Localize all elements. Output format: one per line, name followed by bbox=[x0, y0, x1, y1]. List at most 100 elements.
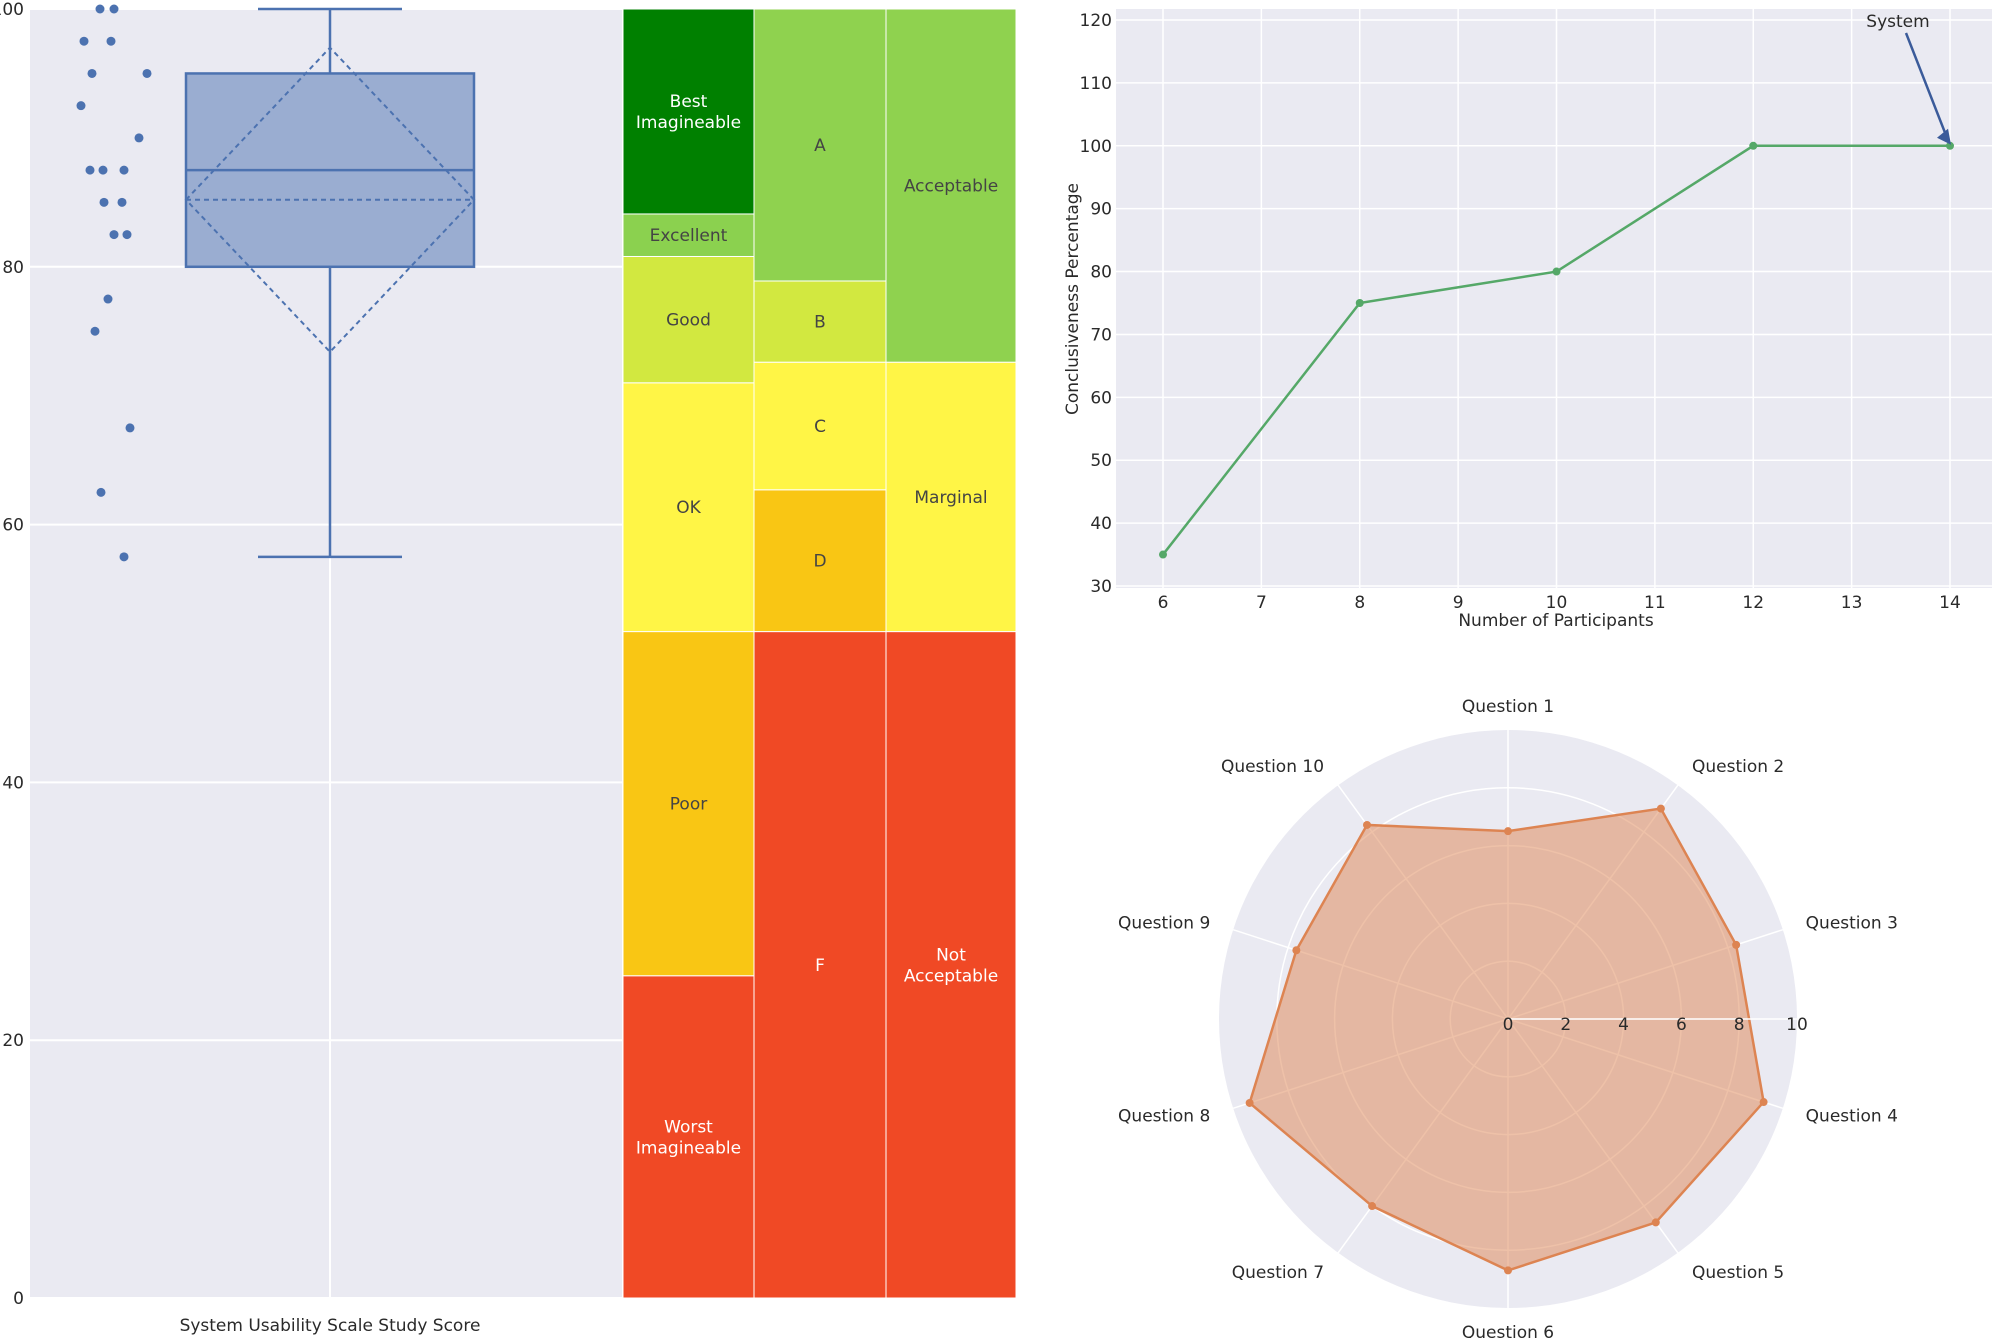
line-chart-y-tick-label: 80 bbox=[1090, 263, 1112, 283]
scale-band-label: OK bbox=[676, 498, 701, 518]
radar-tick-label: 8 bbox=[1734, 1015, 1745, 1035]
line-chart-x-tick-label: 8 bbox=[1354, 593, 1365, 613]
scale-band-label-line: Not bbox=[936, 945, 966, 965]
scale-band bbox=[885, 8, 1017, 363]
scale-band-label: C bbox=[814, 417, 826, 437]
radar-tick-label: 10 bbox=[1786, 1015, 1808, 1035]
box-plot-point bbox=[106, 36, 116, 46]
line-chart-y-tick-label: 100 bbox=[1080, 137, 1112, 157]
line-chart-annotation-arrow bbox=[1904, 32, 1949, 139]
scale-band-label: Acceptable bbox=[904, 177, 998, 197]
scale-band-label-line: D bbox=[813, 552, 826, 572]
scale-band-label: Marginal bbox=[914, 488, 987, 508]
scale-band-label-line: C bbox=[814, 417, 826, 437]
line-chart-x-tick-label: 10 bbox=[1546, 593, 1568, 613]
box-plot-y-tick-label: 0 bbox=[13, 1289, 24, 1309]
radar-point bbox=[1504, 827, 1512, 836]
radar-category-label: Question 8 bbox=[1118, 1107, 1210, 1127]
box-plot-y-tick-label: 80 bbox=[2, 258, 24, 278]
box-plot-point bbox=[119, 165, 129, 175]
line-chart-point bbox=[1749, 141, 1758, 150]
line-chart-point bbox=[1355, 299, 1364, 307]
box-plot-point bbox=[134, 133, 144, 143]
scale-band-label-line: Poor bbox=[670, 795, 707, 815]
line-chart-point bbox=[1552, 267, 1561, 276]
radar-point bbox=[1368, 1202, 1377, 1211]
box-plot-x-label: System Usability Scale Study Score bbox=[180, 1316, 481, 1336]
radar-point bbox=[1651, 1218, 1660, 1227]
line-chart-annotation-text: System bbox=[1866, 12, 1929, 32]
radar-point bbox=[1732, 940, 1741, 949]
scale-band-label-line: Imagineable bbox=[636, 113, 741, 133]
line-chart-background bbox=[1116, 9, 1992, 588]
scale-band-label: D bbox=[813, 552, 826, 572]
radar-tick-label: 6 bbox=[1676, 1015, 1687, 1035]
box-plot-point bbox=[103, 294, 113, 304]
scale-band bbox=[753, 631, 887, 1299]
line-chart-x-tick-label: 12 bbox=[1742, 593, 1764, 613]
box-plot-points bbox=[76, 4, 152, 562]
box-plot-y-tick-label: 20 bbox=[2, 1031, 24, 1051]
line-chart-gridlines bbox=[1116, 9, 1992, 588]
line-chart-y-tick-label: 70 bbox=[1090, 325, 1112, 345]
box-plot-point bbox=[87, 68, 97, 78]
scale-column-grade: F D C B A bbox=[753, 8, 887, 1299]
scale-band-label-line: Marginal bbox=[914, 488, 987, 508]
box-plot-point bbox=[142, 68, 152, 78]
radar-point bbox=[1292, 946, 1301, 955]
scale-band-label-line: Acceptable bbox=[904, 966, 998, 986]
line-chart-point bbox=[1159, 550, 1167, 559]
box-plot-point bbox=[76, 101, 86, 111]
box-plot-y-tick-label: 100 bbox=[0, 0, 24, 20]
box-plot-point bbox=[109, 230, 119, 240]
scale-band-label-line: Imagineable bbox=[636, 1138, 741, 1158]
line-chart-y-tick-label: 90 bbox=[1090, 200, 1112, 220]
scale-band bbox=[622, 255, 755, 384]
box-plot-point bbox=[122, 230, 132, 240]
scale-band-label-line: A bbox=[814, 136, 826, 156]
line-chart-y-tick-label: 120 bbox=[1080, 11, 1112, 31]
radar-point bbox=[1759, 1098, 1768, 1107]
scale-band-label: F bbox=[815, 956, 825, 976]
line-chart-point bbox=[1946, 141, 1954, 150]
line-chart-y-tick-label: 50 bbox=[1090, 451, 1112, 471]
scale-band-label: B bbox=[814, 313, 826, 333]
scale-band-label-line: Best bbox=[670, 92, 708, 112]
radar-tick-label: 0 bbox=[1503, 1015, 1514, 1035]
scale-band-label: A bbox=[814, 136, 826, 156]
line-chart-x-tick-label: 11 bbox=[1644, 593, 1666, 613]
radar-category-label: Question 5 bbox=[1692, 1263, 1784, 1283]
line-chart-annotation-arrowhead bbox=[1937, 128, 1951, 145]
scale-band-label: Poor bbox=[670, 795, 707, 815]
box-plot-point bbox=[79, 36, 89, 46]
scale-band bbox=[622, 631, 755, 977]
scale-band-label-line: Acceptable bbox=[904, 177, 998, 197]
scale-band-label-line: Good bbox=[666, 311, 711, 331]
box-plot-point bbox=[95, 4, 105, 14]
line-chart-y-tick-labels: 30 40 50 60 70 80 90 100 110 120 bbox=[1080, 11, 1112, 597]
scale-band bbox=[622, 8, 755, 215]
radar-point bbox=[1245, 1098, 1254, 1107]
line-chart-x-tick-label: 6 bbox=[1158, 593, 1169, 613]
radar-tick-label: 4 bbox=[1618, 1015, 1629, 1035]
line-chart-y-tick-label: 110 bbox=[1080, 74, 1112, 94]
line-chart-annotation: System bbox=[1866, 12, 1951, 145]
radar-category-label: Question 1 bbox=[1462, 697, 1554, 717]
sus-box-plot-panel: 0 20 40 60 80 100 System Usability Scale Stud… bbox=[0, 0, 622, 1336]
box-plot-y-tick-label: 40 bbox=[2, 773, 24, 793]
radar-category-label: Question 4 bbox=[1806, 1107, 1898, 1127]
conclusiveness-line-panel: 6 7 8 9 10 11 12 13 14 30 40 50 60 70 80 90 100 110 120 S… bbox=[1063, 9, 1992, 631]
scale-band-label: Not Acceptable bbox=[904, 945, 998, 986]
box-plot-point bbox=[85, 165, 95, 175]
line-chart-series bbox=[1159, 141, 1954, 559]
radar-category-label: Question 6 bbox=[1462, 1323, 1554, 1338]
scale-band-label: Good bbox=[666, 311, 711, 331]
box-plot-box bbox=[184, 7, 476, 559]
line-chart-x-tick-label: 14 bbox=[1939, 593, 1961, 613]
scale-band-label: Worst Imagineable bbox=[636, 1117, 741, 1158]
radar-category-label: Question 2 bbox=[1692, 757, 1784, 777]
line-chart-x-tick-labels: 6 7 8 9 10 11 12 13 14 bbox=[1158, 593, 1961, 613]
